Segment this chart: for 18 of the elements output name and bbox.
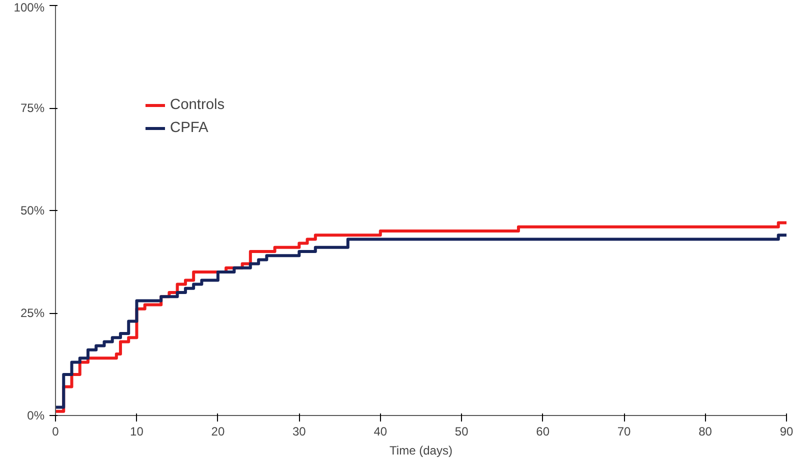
x-tick-label: 40 bbox=[374, 424, 388, 438]
x-axis-title: Time (days) bbox=[390, 444, 452, 458]
x-tick-label: 60 bbox=[536, 424, 550, 438]
x-tick-label: 50 bbox=[454, 424, 469, 438]
x-tick-label: 80 bbox=[698, 424, 712, 438]
x-tick-label: 0 bbox=[52, 424, 60, 438]
x-tick-label: 30 bbox=[292, 424, 306, 438]
legend-label: CPFA bbox=[170, 120, 208, 136]
x-tick-label: 90 bbox=[780, 424, 794, 438]
y-tick-label: 50% bbox=[20, 204, 45, 218]
x-tick-label: 10 bbox=[130, 424, 144, 438]
y-tick-label: 25% bbox=[20, 306, 45, 320]
y-tick-label: 100% bbox=[14, 0, 45, 14]
y-tick-label: 75% bbox=[20, 101, 45, 115]
legend-label: Controls bbox=[170, 97, 225, 113]
x-tick-label: 20 bbox=[211, 424, 225, 438]
x-tick-label: 70 bbox=[617, 424, 632, 438]
y-tick-label: 0% bbox=[27, 408, 45, 422]
